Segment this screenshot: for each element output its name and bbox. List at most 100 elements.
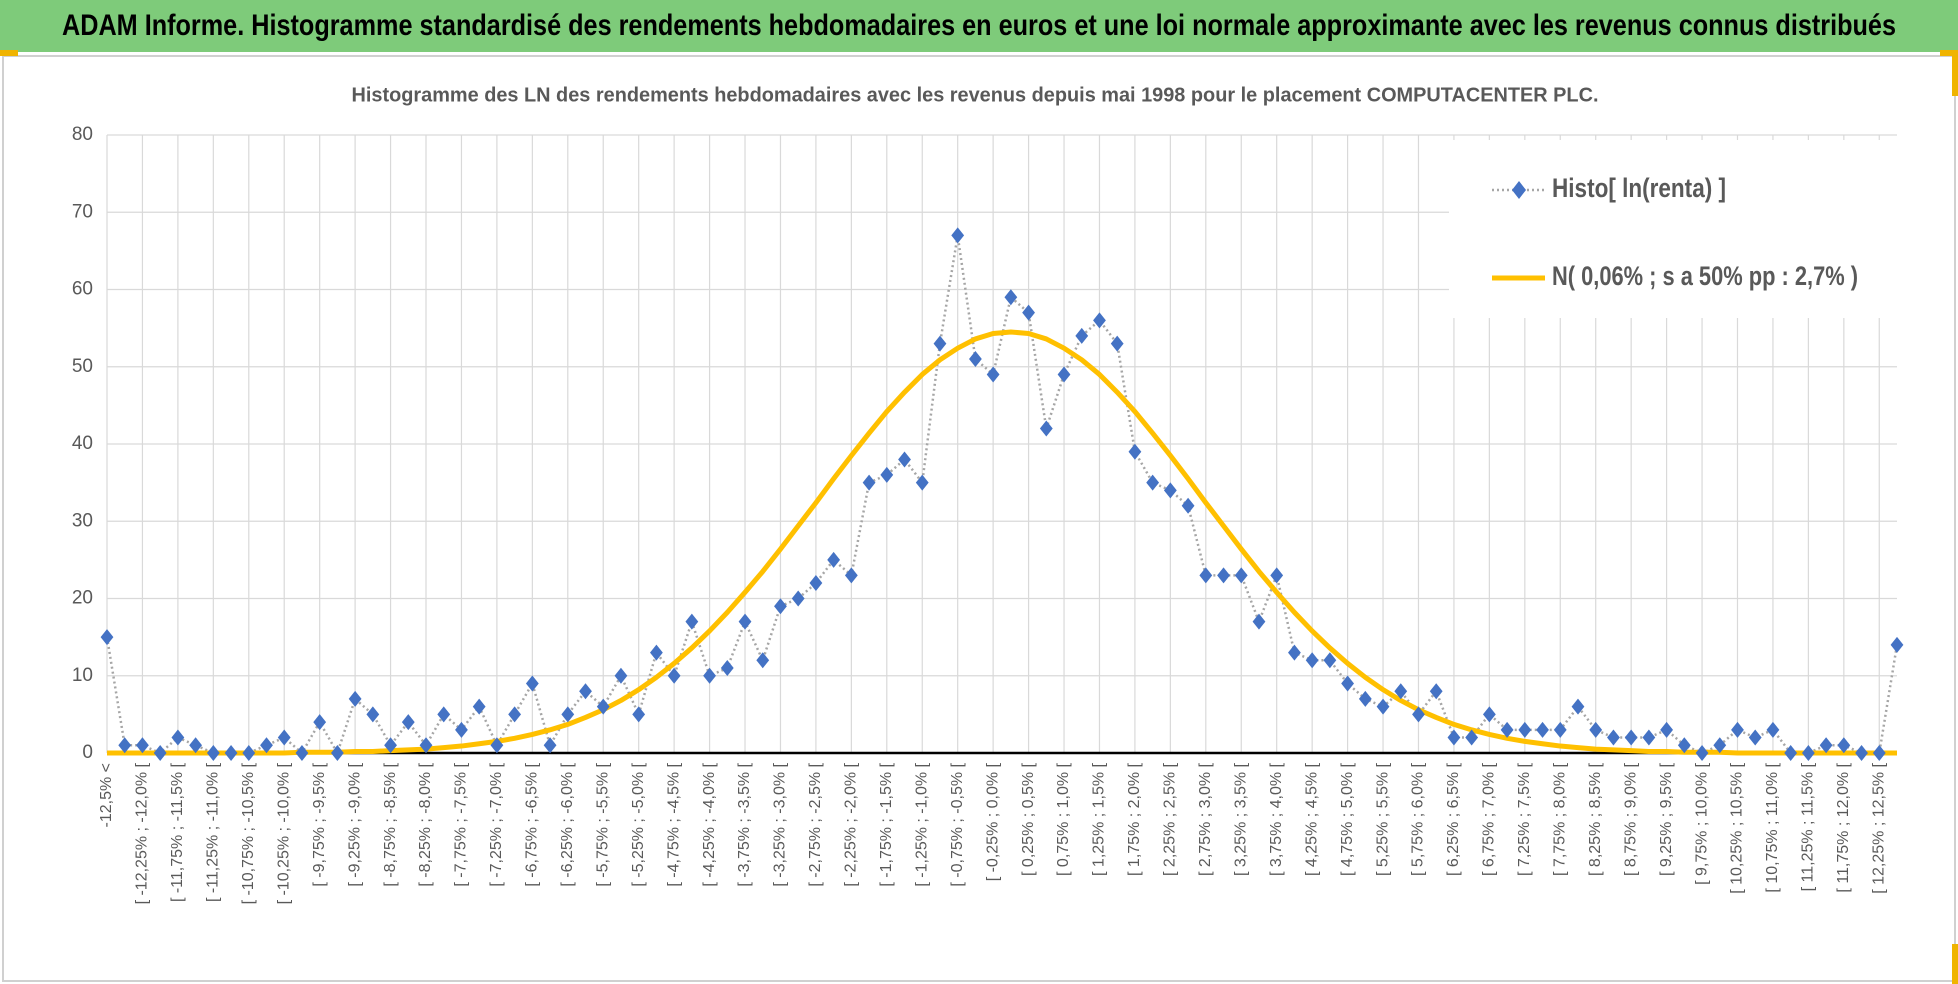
- data-point: [1075, 327, 1089, 344]
- corner-mark: [1952, 944, 1958, 984]
- data-point: [1412, 706, 1425, 723]
- data-point: [1004, 289, 1018, 306]
- x-tick-label: [ -4,25% ; -4,0% [: [701, 762, 718, 886]
- x-tick-label: [ 1,75% ; 2,0% [: [1126, 762, 1143, 876]
- x-tick-label: [ 8,25% ; 8,5% [: [1587, 762, 1604, 876]
- x-tick-label: [ 0,25% ; 0,5% [: [1020, 762, 1037, 876]
- data-point: [242, 745, 256, 761]
- data-point: [1234, 567, 1248, 584]
- x-tick-label: -12,5% <: [98, 763, 115, 827]
- legend-label: Histo[ ln(renta) ]: [1552, 173, 1726, 203]
- data-point: [1465, 729, 1479, 746]
- series-line: [105, 235, 1899, 757]
- x-tick-label: [ -7,25% ; -7,0% [: [488, 762, 505, 886]
- data-point: [1022, 304, 1035, 321]
- data-point: [986, 366, 1000, 383]
- x-tick-label: [ 10,75% ; 11,0% [: [1764, 762, 1781, 892]
- data-point: [969, 351, 982, 368]
- x-tick-label: [ 2,75% ; 3,0% [: [1197, 762, 1214, 876]
- x-tick-label: [ 3,25% ; 3,5% [: [1232, 762, 1249, 876]
- x-tick-label: [ -2,25% ; -2,0% [: [843, 762, 860, 886]
- x-tick-label: [ 5,75% ; 6,0% [: [1410, 762, 1427, 876]
- data-point: [880, 466, 894, 483]
- banner: [0, 0, 1958, 52]
- x-tick-label: [ 7,75% ; 8,0% [: [1551, 762, 1568, 876]
- x-tick-label: [ 1,25% ; 1,5% [: [1091, 762, 1108, 876]
- data-point: [1376, 698, 1390, 715]
- data-point: [862, 474, 876, 491]
- data-point: [738, 613, 752, 630]
- x-tick-label: [ 2,25% ; 2,5% [: [1162, 762, 1179, 876]
- data-point: [508, 706, 522, 723]
- data-point: [791, 590, 805, 607]
- data-point: [1217, 567, 1230, 584]
- data-point: [809, 575, 823, 592]
- x-tick-label: [ 0,75% ; 1,0% [: [1055, 762, 1072, 876]
- y-tick-label: 40: [72, 433, 93, 454]
- data-point: [1128, 443, 1142, 460]
- plot: [100, 227, 1904, 761]
- x-tick-label: [ 6,25% ; 6,5% [: [1445, 762, 1462, 876]
- x-tick-label: [ -10,25% ; -10,0% [: [275, 762, 292, 904]
- data-point: [118, 737, 132, 754]
- data-point: [1518, 721, 1532, 738]
- grid: 0 10 20 30 40 50 60 70 80 -12,5% < [ -12,25% ; -12…: [72, 124, 1897, 904]
- data-point: [1252, 613, 1266, 630]
- data-point: [650, 644, 663, 661]
- data-point: [1057, 366, 1071, 383]
- x-tick-label: [ 8,75% ; 9,0% [: [1622, 762, 1639, 876]
- y-tick-label: 50: [72, 356, 93, 377]
- data-point: [419, 737, 433, 754]
- data-point: [348, 690, 362, 707]
- data-point: [472, 698, 486, 715]
- data-point: [1163, 482, 1177, 499]
- data-point: [1341, 675, 1354, 692]
- x-tick-label: [ -9,25% ; -9,0% [: [346, 762, 363, 886]
- data-point: [1536, 721, 1549, 738]
- x-tick-label: [ -1,25% ; -1,0% [: [913, 762, 930, 886]
- x-tick-label: [ -7,75% ; -7,5% [: [453, 762, 470, 886]
- data-point: [1766, 721, 1780, 738]
- data-point: [1447, 729, 1461, 746]
- x-tick-label: [ 6,75% ; 7,0% [: [1481, 762, 1498, 876]
- data-point: [1394, 683, 1408, 700]
- data-point: [490, 737, 504, 754]
- x-tick-label: [ -10,75% ; -10,5% [: [240, 762, 257, 904]
- y-tick-label: 0: [82, 742, 93, 763]
- y-tick-label: 60: [72, 279, 93, 300]
- data-point: [1288, 644, 1301, 661]
- x-tick-label: [ 3,75% ; 4,0% [: [1268, 762, 1285, 876]
- data-point: [1713, 737, 1727, 754]
- data-point: [1500, 721, 1514, 738]
- x-tick-label: [ 11,25% ; 11,5% [: [1800, 762, 1817, 891]
- data-point: [277, 729, 291, 746]
- x-tick-label: [ 4,25% ; 4,5% [: [1303, 762, 1320, 876]
- data-point: [455, 721, 468, 738]
- data-point: [1323, 652, 1337, 669]
- x-tick-label: [ -11,25% ; -11,0% [: [205, 762, 222, 902]
- x-tick-label: [ -5,75% ; -5,5% [: [594, 762, 611, 886]
- x-tick-label: [ 5,25% ; 5,5% [: [1374, 762, 1391, 876]
- x-tick-label: [ -2,75% ; -2,5% [: [807, 762, 824, 886]
- data-point: [543, 737, 557, 754]
- data-point: [774, 598, 787, 615]
- data-point: [313, 714, 327, 731]
- x-tick-label: [ 9,75% ; 10,0% [: [1693, 762, 1710, 884]
- legend-box: [1449, 140, 1897, 318]
- x-tick-label: [ 9,25% ; 9,5% [: [1658, 762, 1675, 876]
- legend-label: N( 0,06% ; s a 50% pp : 2,7% ): [1552, 261, 1858, 291]
- x-tick-label: [ -3,25% ; -3,0% [: [772, 762, 789, 886]
- data-point: [189, 737, 203, 754]
- corner-mark: [1940, 50, 1958, 56]
- y-tick-label: 30: [72, 510, 93, 531]
- data-point: [1429, 683, 1443, 700]
- data-point: [1607, 729, 1620, 746]
- normal-curve: [107, 329, 1897, 756]
- x-tick-label: [ -11,75% ; -11,5% [: [169, 762, 186, 902]
- data-point: [915, 474, 929, 491]
- data-point: [330, 745, 344, 761]
- x-tick-label: [ -8,75% ; -8,5% [: [382, 762, 399, 886]
- data-point: [579, 683, 592, 700]
- data-point: [1837, 737, 1851, 754]
